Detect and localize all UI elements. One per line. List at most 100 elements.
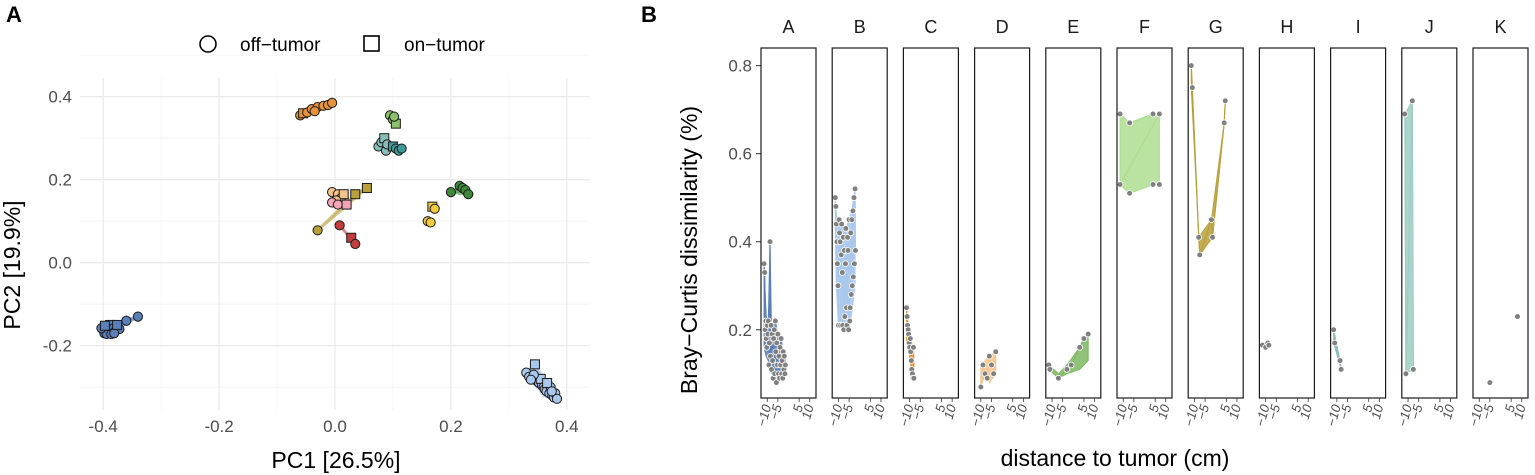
on-tumor-point: [338, 189, 349, 200]
facet-point: [1126, 189, 1133, 197]
facet-point: [760, 260, 768, 268]
facet-point: [773, 339, 781, 347]
facet-line-G: [1190, 65, 1226, 256]
facet-point: [837, 251, 845, 259]
facet-point: [1514, 313, 1521, 320]
x-tick-label: 0.0: [323, 417, 347, 436]
facet-point: [1402, 370, 1410, 378]
facet-x-tick-label: −5: [1336, 402, 1355, 421]
facet-y-tick-label: 0.2: [728, 321, 752, 340]
facet-point: [769, 357, 776, 364]
on-tumor-point: [350, 189, 361, 200]
legend: off−tumor on−tumor: [199, 35, 485, 56]
facet-x-tick-label: 5: [932, 402, 949, 414]
on-tumor-point: [542, 378, 553, 389]
facet-x-tick-label: 10: [1510, 402, 1528, 421]
facet-point: [849, 207, 857, 215]
facet-point: [903, 304, 910, 312]
facet-label-C: C: [924, 17, 937, 37]
y-tick-label: 0.4: [48, 88, 72, 107]
facet-point: [851, 185, 859, 193]
facet-y-tick-label: 0.8: [728, 57, 752, 76]
y-axis-title: PC2 [19.9%]: [0, 200, 25, 329]
facet-point: [766, 238, 774, 246]
facet-point: [979, 361, 987, 369]
facet-point: [776, 344, 784, 351]
off-tumor-point: [132, 311, 144, 322]
facet-x-tick-label: 5: [790, 402, 807, 414]
facet-point: [992, 348, 1000, 356]
facet-point: [831, 194, 839, 201]
facet-point: [842, 225, 850, 232]
facet-point: [780, 352, 788, 360]
facet-x-tick-label: 5: [861, 402, 878, 414]
facet-point: [990, 370, 997, 378]
facet-point: [772, 348, 780, 356]
facet-x-tick-label: 5: [1146, 402, 1163, 414]
facet-label-J: J: [1425, 17, 1434, 37]
facet-point: [845, 326, 852, 334]
facet-label-H: H: [1280, 17, 1293, 37]
y-tick-label: 0.0: [48, 254, 72, 273]
facet-point: [844, 234, 851, 241]
facet-panel-J: [1401, 47, 1458, 399]
facet-label-D: D: [996, 17, 1009, 37]
off-tumor-point: [332, 199, 343, 210]
facet-point: [1409, 97, 1416, 105]
facet-panel-K: [1472, 47, 1529, 399]
facet-panel-A: [760, 47, 817, 399]
facet-x-tick-label: −10: [1395, 402, 1415, 428]
facet-point: [770, 335, 777, 342]
facet-point: [770, 326, 778, 334]
facet-point: [1080, 335, 1088, 342]
facet-point: [777, 335, 785, 342]
facet-point: [1401, 110, 1409, 118]
on-tumor-point: [99, 320, 110, 331]
facet-x-tick-label: 10: [1297, 402, 1315, 421]
facet-x-tick-label: −10: [1181, 402, 1201, 428]
off-tumor-point: [425, 217, 436, 228]
facet-point: [848, 216, 856, 223]
facet-x-tick-label: −5: [1265, 402, 1284, 421]
facet-point: [761, 269, 768, 276]
facet-x-tick-label: 5: [1430, 402, 1447, 414]
facet-point: [846, 317, 854, 325]
facet-point: [834, 282, 842, 290]
off-tumor-point: [389, 111, 400, 122]
facet-x-tick-label: −10: [1110, 402, 1130, 428]
off-tumor-point: [334, 220, 345, 231]
facet-point: [836, 238, 844, 246]
facet-x-tick-label: −5: [909, 402, 928, 421]
facet-point: [1149, 110, 1157, 118]
off-tumor-point: [546, 386, 557, 397]
facet-point: [1046, 366, 1054, 373]
facet-label-I: I: [1356, 17, 1361, 37]
facet-point: [850, 194, 858, 201]
facet-label-B: B: [854, 17, 866, 37]
facet-x-tick-label: 5: [1217, 402, 1234, 414]
pca-axes: PC1 [26.5%] PC2 [19.9%] -0.4 -0.2 0.0 0.2 0.…: [0, 88, 579, 473]
pca-plot: [80, 54, 590, 410]
facet-point: [852, 247, 859, 254]
facet-point: [850, 273, 857, 281]
off-tumor-point: [312, 225, 323, 236]
facet-point: [1063, 366, 1071, 373]
off-tumor-point: [309, 106, 320, 117]
facet-x-tick-label: 10: [1368, 402, 1386, 421]
facet-point: [1330, 326, 1337, 334]
facet-y-tick-label: 0.6: [728, 145, 752, 164]
facet-line-J: [1404, 100, 1414, 374]
facet-point: [772, 317, 779, 325]
legend-label-off-tumor: off−tumor: [240, 35, 321, 56]
facet-point: [1067, 361, 1075, 369]
facet-label-G: G: [1209, 17, 1223, 37]
legend-label-on-tumor: on−tumor: [404, 35, 485, 56]
facet-x-tick-label: −5: [1478, 402, 1497, 421]
legend-circle-icon: [199, 35, 217, 53]
facet-point: [844, 247, 852, 254]
facet-x-tick-label: 10: [870, 402, 888, 421]
x-tick-label: 0.4: [555, 417, 579, 436]
facet-x-tick-label: −10: [1252, 402, 1272, 428]
facet-y-axis-title: Bray−Curtis dissimilarity (%): [676, 106, 702, 394]
